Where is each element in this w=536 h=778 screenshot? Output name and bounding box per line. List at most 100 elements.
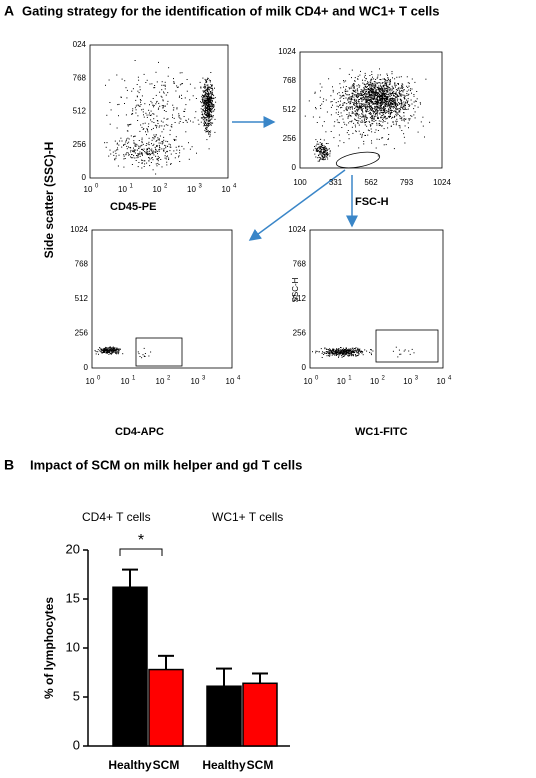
event-dot xyxy=(156,159,158,161)
event-dot xyxy=(135,143,137,145)
event-dot xyxy=(354,80,356,82)
event-dot xyxy=(166,161,168,163)
event-dot xyxy=(375,115,377,117)
event-dot xyxy=(364,104,366,106)
event-dot xyxy=(320,150,322,152)
event-dot xyxy=(143,116,145,118)
event-dot xyxy=(349,349,351,351)
event-dot xyxy=(374,131,376,133)
event-dot xyxy=(99,347,101,348)
event-dot xyxy=(359,115,361,117)
event-dot xyxy=(320,107,322,109)
event-dot xyxy=(206,100,207,101)
event-dot xyxy=(161,141,163,142)
event-dot xyxy=(166,118,168,120)
event-dot xyxy=(347,98,349,100)
event-dot xyxy=(144,160,146,162)
event-dot xyxy=(212,116,214,118)
event-dot xyxy=(207,120,209,122)
event-dot xyxy=(167,141,169,143)
event-dot xyxy=(144,122,146,124)
event-dot xyxy=(174,139,176,141)
event-dot xyxy=(365,97,367,99)
event-dot xyxy=(380,104,382,106)
event-dot xyxy=(173,81,175,83)
event-dot xyxy=(326,154,328,156)
event-dot xyxy=(211,100,213,102)
event-dot xyxy=(382,82,384,83)
event-dot xyxy=(396,115,398,117)
event-dot xyxy=(387,111,389,112)
event-dot xyxy=(389,79,391,81)
event-dot xyxy=(343,98,345,99)
event-dot xyxy=(416,91,418,92)
event-dot xyxy=(402,108,404,110)
event-dot xyxy=(210,100,211,102)
event-dot xyxy=(330,352,332,354)
event-dot xyxy=(395,109,397,111)
event-dot xyxy=(384,90,386,92)
event-dot xyxy=(402,84,404,86)
event-dot xyxy=(154,136,156,138)
event-dot xyxy=(388,112,390,114)
event-dot xyxy=(207,98,209,100)
event-dot xyxy=(108,155,110,157)
event-dot xyxy=(378,87,379,89)
event-dot xyxy=(404,95,406,97)
event-dot xyxy=(359,103,361,105)
event-dot xyxy=(382,85,384,86)
event-dot xyxy=(173,78,174,80)
event-dot xyxy=(396,108,398,110)
event-dot xyxy=(129,147,131,148)
event-dot xyxy=(114,158,116,160)
event-dot xyxy=(350,354,352,356)
event-dot xyxy=(204,104,206,106)
event-dot xyxy=(321,147,323,148)
event-dot xyxy=(356,94,358,96)
event-dot xyxy=(211,86,213,88)
event-dot xyxy=(339,104,341,106)
event-dot xyxy=(387,102,389,104)
event-dot xyxy=(151,129,153,131)
event-dot xyxy=(325,149,326,151)
event-dot xyxy=(211,111,213,113)
event-dot xyxy=(381,87,383,89)
event-dot xyxy=(398,95,399,97)
event-dot xyxy=(205,109,206,111)
event-dot xyxy=(117,149,119,151)
event-dot xyxy=(208,112,210,113)
event-dot xyxy=(355,355,357,357)
gate xyxy=(135,337,183,367)
event-dot xyxy=(386,90,387,92)
event-dot xyxy=(133,155,135,157)
event-dot xyxy=(106,114,108,116)
event-dot xyxy=(205,102,207,104)
event-dot xyxy=(385,111,387,113)
event-dot xyxy=(391,92,393,94)
event-dot xyxy=(397,98,399,100)
event-dot xyxy=(321,150,323,152)
event-dot xyxy=(326,149,328,151)
event-dot xyxy=(208,103,210,105)
event-dot xyxy=(179,72,181,74)
event-dot xyxy=(374,105,376,107)
event-dot xyxy=(363,83,365,85)
event-dot xyxy=(383,89,385,91)
event-dot xyxy=(210,91,211,92)
event-dot xyxy=(377,74,379,76)
event-dot xyxy=(165,94,167,96)
event-dot xyxy=(337,354,339,355)
event-dot xyxy=(373,103,375,105)
event-dot xyxy=(150,110,152,112)
event-dot xyxy=(400,109,402,111)
event-dot xyxy=(345,107,347,109)
event-dot xyxy=(388,100,390,102)
event-dot xyxy=(388,101,390,103)
event-dot xyxy=(369,113,371,115)
event-dot xyxy=(380,112,382,114)
event-dot xyxy=(357,122,359,124)
event-dot xyxy=(390,106,392,108)
event-dot xyxy=(156,146,158,147)
event-dot xyxy=(388,95,390,97)
event-dot xyxy=(106,142,108,144)
